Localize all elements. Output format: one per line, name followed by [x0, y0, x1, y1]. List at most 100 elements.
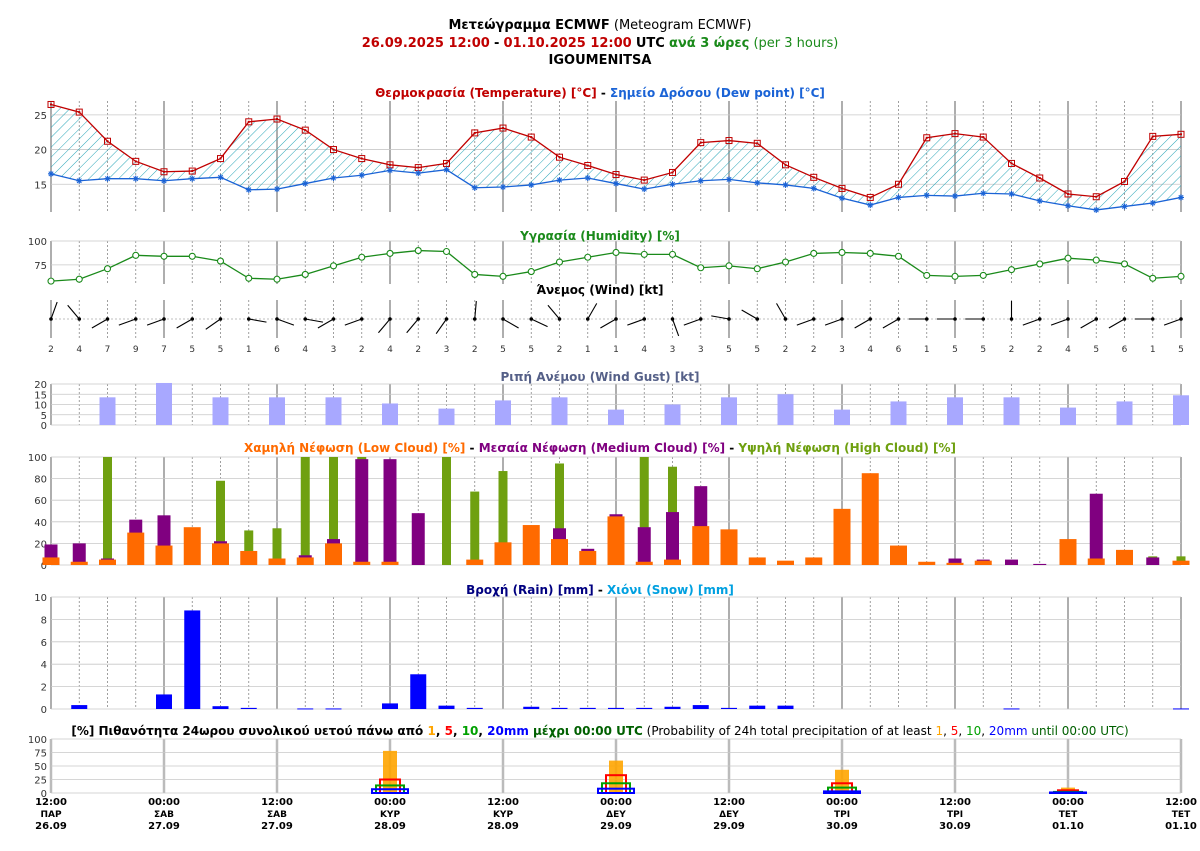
high-cloud-bar [300, 457, 310, 565]
probability-tick-label: 25 [34, 776, 47, 787]
wind-barb-staff [1108, 318, 1125, 329]
temperature-point-core [530, 136, 533, 139]
high-cloud-bar [470, 491, 480, 565]
title-part: Ριπή Ανέμου (Wind Gust) [kt] [501, 370, 700, 384]
low-cloud-bar [1087, 558, 1105, 565]
dew-point-point [726, 176, 732, 183]
temperature-point-core [699, 141, 702, 144]
dew-point-point [810, 185, 817, 192]
title-part: , [958, 724, 966, 738]
probability-bar-20mm [597, 787, 635, 794]
gust-bar [721, 397, 737, 425]
wind-barb [529, 317, 548, 328]
wind-barb [882, 317, 901, 329]
dew-point-point [245, 186, 252, 193]
wind-speed-label: 2 [472, 345, 478, 355]
wind-barb-dot [868, 317, 873, 321]
time-axis-date: 30.09 [826, 821, 858, 832]
humidity-point [47, 277, 55, 285]
dew-point-mark [415, 170, 421, 176]
low-cloud-bar [127, 532, 145, 565]
dew-point-mark [641, 186, 647, 192]
wind-barb-staff [67, 304, 80, 320]
wind-barb-staff [406, 318, 419, 334]
title-part: Υψηλή Νέφωση (High Cloud) [%] [737, 441, 956, 455]
time-axis-time: 00:00 [148, 797, 180, 808]
cloud-tick-label: 100 [28, 453, 47, 464]
rain-tick-label: 8 [41, 615, 47, 626]
title-part: Σημείο Δρόσου (Dew point) [°C] [610, 86, 825, 100]
high-cloud-bar [329, 457, 338, 565]
humidity-point [1064, 254, 1072, 262]
temperature-point [217, 155, 224, 163]
wind-speed-label: 2 [415, 345, 421, 355]
title-part: - [597, 86, 610, 100]
wind-speed-label: 5 [189, 345, 195, 355]
humidity-point [810, 249, 818, 257]
wind-barb [1009, 301, 1014, 321]
rain-bar [523, 706, 540, 709]
wind-speed-label: 6 [1122, 345, 1128, 355]
wind-barb [146, 317, 166, 326]
time-axis-day: ΣΑΒ [267, 810, 287, 820]
time-axis-time: 12:00 [261, 797, 293, 808]
wind-speed-label: 5 [952, 345, 958, 355]
temperature-point-core [389, 163, 391, 166]
wind-barb [600, 317, 618, 329]
wind-barb [303, 317, 324, 323]
wind-speed-label: 3 [839, 345, 845, 355]
step-english: (per 3 hours) [753, 36, 839, 51]
temperature-tick-label: 20 [34, 146, 47, 157]
humidity-point [245, 274, 253, 282]
dew-point-mark [104, 176, 111, 182]
wind-speed-label: 4 [641, 345, 647, 355]
wind-barb [435, 317, 449, 335]
dew-point-mark [698, 178, 704, 184]
wind-barb-dot [698, 317, 703, 321]
time-axis-date: 28.09 [374, 821, 406, 832]
wind-speed-label: 2 [48, 345, 54, 355]
dew-point-mark [1037, 198, 1043, 204]
low-cloud-bar [805, 557, 823, 565]
dew-point-mark [585, 175, 591, 181]
wind-barb-staff [1163, 318, 1182, 326]
medium-cloud-bar [355, 459, 369, 565]
low-cloud-bar [155, 545, 173, 565]
time-axis-date: 26.09 [35, 821, 67, 832]
wind-barb-staff [531, 318, 548, 328]
wind-barb-dot [1037, 317, 1042, 321]
dew-point-mark [189, 176, 195, 182]
probability-tick-label: 50 [34, 762, 47, 773]
low-cloud-bar [183, 527, 201, 565]
wind-speed-label: 2 [783, 345, 789, 355]
dew-point-point [500, 184, 506, 191]
wind-barb-staff [248, 318, 267, 323]
high-cloud-bar [555, 463, 564, 565]
temperature-point-core [812, 176, 815, 179]
time-axis-time: 00:00 [826, 797, 858, 808]
dew-point-point [556, 177, 563, 184]
wind-barb-staff [474, 301, 477, 320]
title-part: Θερμοκρασία (Temperature) [°C] [375, 86, 597, 100]
temperature-point-core [954, 132, 956, 135]
rain-bar [297, 708, 314, 710]
humidity-point [499, 272, 507, 280]
title-part: 10 [966, 724, 981, 738]
dew-point-point [189, 175, 196, 182]
temperature-point [753, 139, 761, 147]
gust-bar [834, 409, 850, 425]
wind-barb [937, 317, 957, 321]
high-cloud-bar [103, 457, 112, 565]
temperature-point [499, 124, 507, 132]
wind-speed-label: 2 [1037, 345, 1043, 355]
wind-barb-dot [529, 317, 534, 321]
wind-speed-label: 1 [246, 345, 252, 355]
rain-bar [71, 705, 88, 709]
time-axis-time: 12:00 [713, 797, 745, 808]
title-part: , [453, 724, 462, 738]
humidity-point [894, 252, 903, 260]
humidity-point [75, 275, 83, 283]
medium-cloud-bar [666, 512, 679, 565]
low-cloud-bar [607, 516, 625, 565]
dew-point-mark [556, 177, 563, 183]
